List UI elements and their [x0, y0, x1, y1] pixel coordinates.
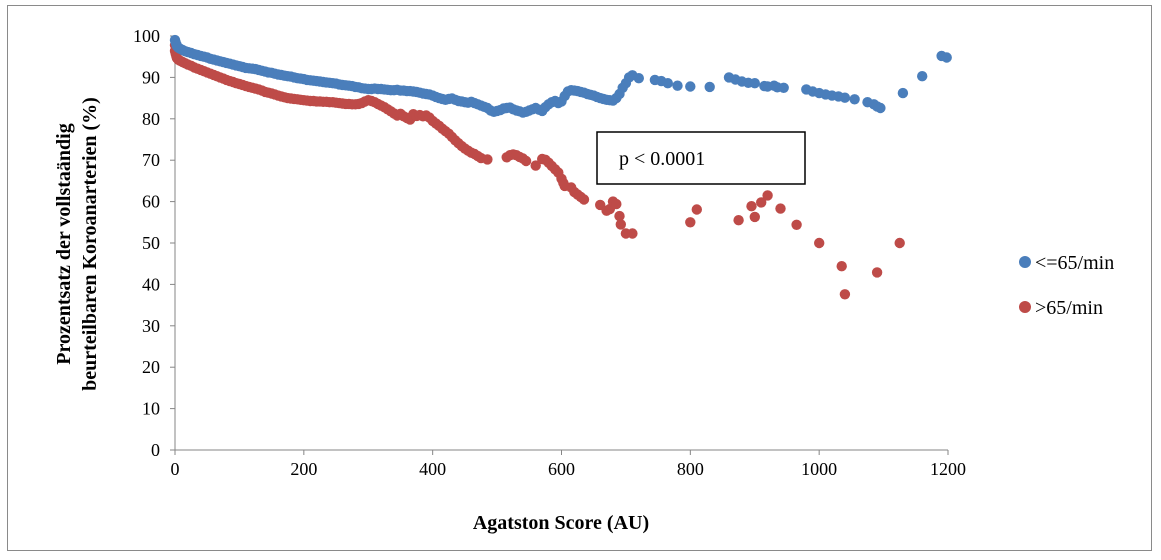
y-tick-label: 40 — [142, 274, 160, 294]
y-tick-label: 10 — [142, 399, 160, 419]
p-value-box — [596, 131, 806, 185]
data-point-low-hr — [749, 78, 760, 89]
data-point-high-hr — [578, 194, 590, 205]
data-point-low-hr — [704, 81, 715, 93]
data-point-low-hr — [897, 87, 909, 99]
p-value-text: p < 0.0001 — [619, 148, 705, 170]
data-point-high-hr — [749, 211, 760, 223]
data-point-low-hr — [839, 92, 851, 103]
data-point-high-hr — [691, 204, 702, 215]
data-point-low-hr — [849, 94, 860, 105]
y-axis-title-line-2: beurteilbaren Koroanarterien (%) — [79, 97, 101, 391]
data-point-high-hr — [685, 217, 696, 228]
data-point-high-hr — [814, 237, 825, 249]
data-point-high-hr — [775, 203, 786, 214]
data-point-high-hr — [791, 219, 802, 230]
legend: <=65/min >65/min — [1019, 252, 1114, 319]
x-tick-label: 200 — [290, 459, 317, 479]
data-point-high-hr — [746, 201, 757, 212]
data-point-high-hr — [836, 261, 847, 272]
y-tick-label: 50 — [142, 233, 160, 253]
data-point-low-hr — [662, 78, 673, 89]
data-point-high-hr — [756, 197, 767, 208]
data-point-high-hr — [615, 219, 626, 230]
y-tick-label: 90 — [142, 67, 160, 87]
y-tick-label: 100 — [133, 26, 160, 46]
data-point-high-hr — [733, 215, 744, 226]
data-point-high-hr — [482, 154, 493, 165]
data-point-low-hr — [875, 102, 886, 114]
data-point-high-hr — [762, 190, 773, 201]
legend-marker-high-hr — [1019, 301, 1031, 313]
data-point-high-hr — [520, 155, 532, 167]
x-tick-label: 1000 — [801, 459, 837, 479]
data-point-low-hr — [778, 82, 789, 94]
data-point-high-hr — [614, 210, 625, 222]
data-point-low-hr — [917, 71, 928, 82]
data-point-high-hr — [611, 198, 622, 210]
data-point-high-hr — [530, 160, 541, 171]
y-tick-label: 0 — [151, 440, 160, 460]
data-point-low-hr — [685, 81, 696, 92]
data-point-low-hr — [633, 73, 644, 84]
y-tick-label: 80 — [142, 109, 160, 129]
x-tick-label: 1200 — [930, 459, 966, 479]
data-point-low-hr — [672, 80, 683, 91]
data-point-high-hr — [627, 228, 638, 239]
data-point-high-hr — [894, 237, 905, 249]
legend-marker-low-hr — [1019, 256, 1031, 268]
data-point-high-hr — [839, 289, 851, 300]
legend-label-high-hr: >65/min — [1035, 297, 1103, 319]
x-axis-title: Agatston Score (AU) — [473, 512, 649, 534]
x-tick-label: 600 — [548, 459, 575, 479]
x-tick-label: 0 — [171, 459, 180, 479]
y-tick-label: 20 — [142, 357, 160, 377]
y-tick-label: 60 — [142, 192, 160, 212]
y-axis-title-line-1: Prozentsatz der vollstaändig — [53, 123, 75, 364]
y-tick-label: 70 — [142, 150, 160, 170]
x-tick-label: 800 — [677, 459, 704, 479]
x-tick-label: 400 — [419, 459, 446, 479]
data-point-low-hr — [941, 52, 952, 63]
legend-label-low-hr: <=65/min — [1035, 252, 1114, 274]
data-point-high-hr — [871, 267, 883, 278]
y-tick-label: 30 — [142, 316, 160, 336]
